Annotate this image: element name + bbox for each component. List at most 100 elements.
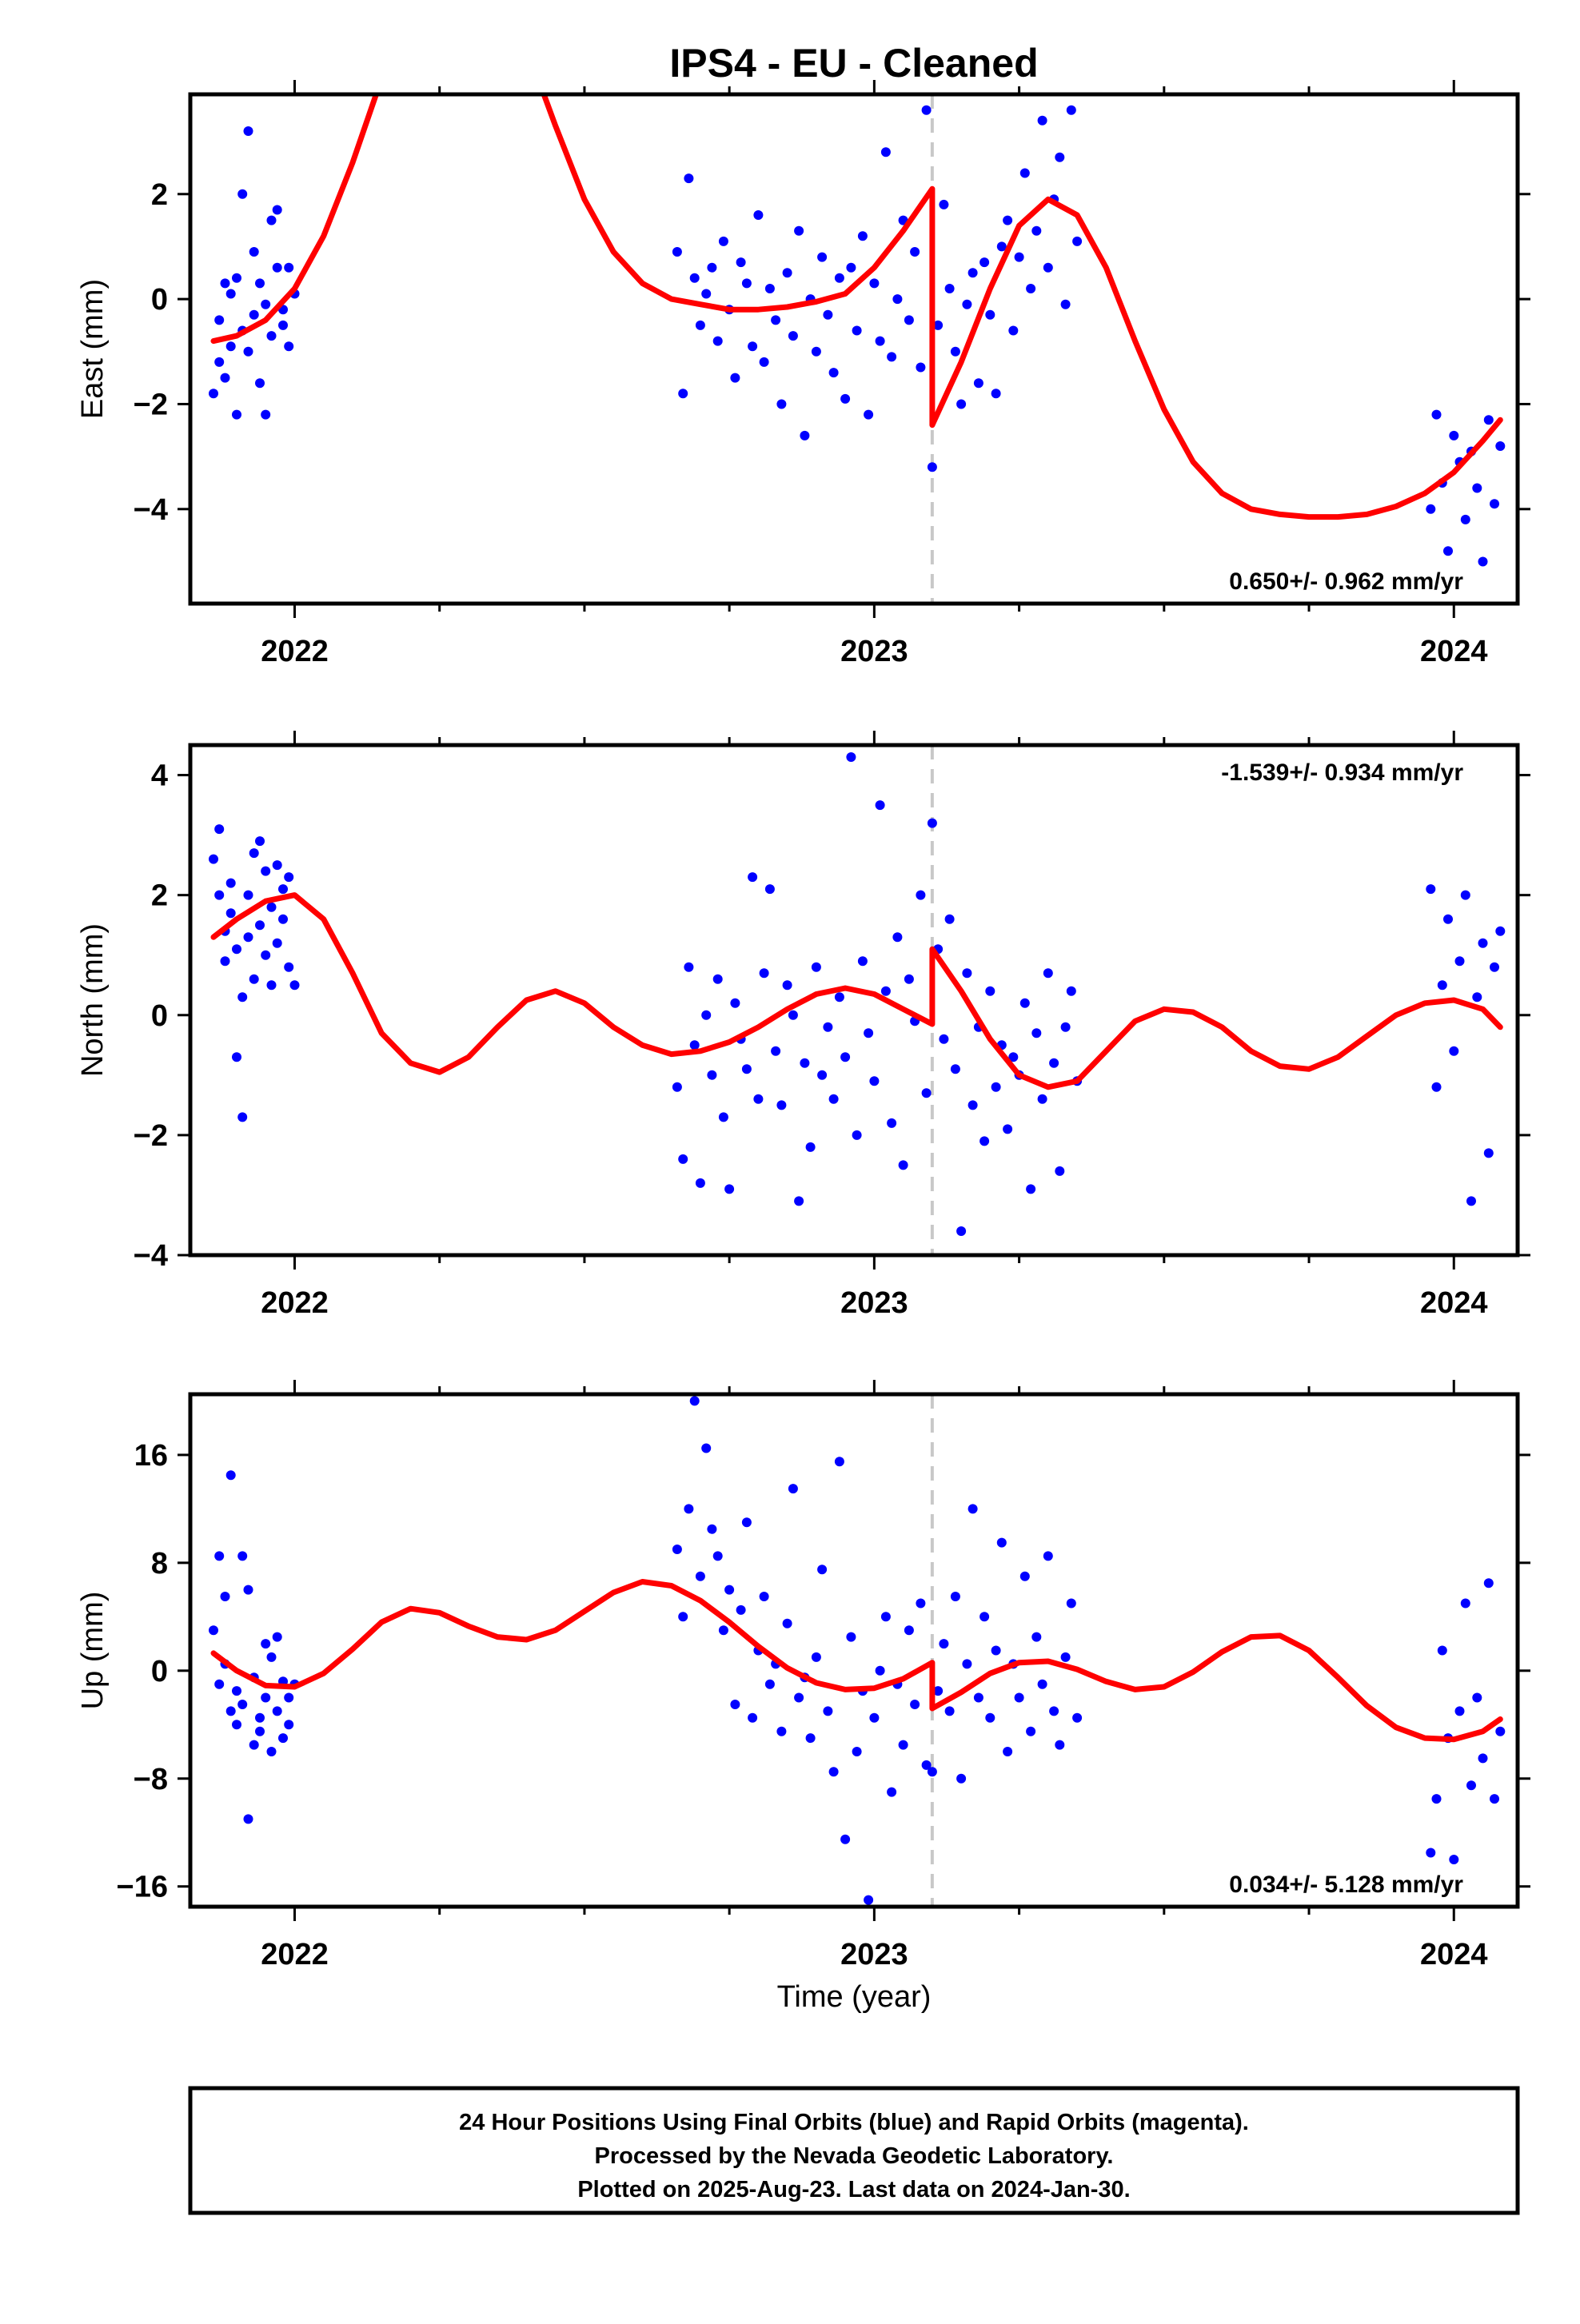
- east-data-point: [980, 257, 990, 268]
- north-data-point: [284, 872, 294, 883]
- north-data-point: [249, 974, 259, 984]
- east-plot-area: [209, 94, 1506, 567]
- north-data-point: [880, 986, 891, 996]
- up-data-point: [904, 1625, 914, 1636]
- up-data-point: [782, 1618, 792, 1628]
- up-data-point: [1060, 1652, 1071, 1662]
- north-data-point: [944, 914, 955, 924]
- up-data-point: [910, 1700, 920, 1709]
- up-y-tick-label: −8: [134, 1763, 168, 1796]
- north-data-point: [852, 1130, 862, 1140]
- up-x-tick-label: 2024: [1420, 1938, 1488, 1971]
- up-data-point: [1466, 1780, 1476, 1791]
- north-y-axis-label: North (mm): [76, 923, 110, 1077]
- east-data-point: [672, 247, 682, 257]
- east-data-point: [243, 346, 253, 357]
- up-data-point: [1431, 1794, 1442, 1804]
- east-data-point: [823, 309, 833, 320]
- north-data-point: [730, 998, 740, 1008]
- east-data-point: [695, 320, 705, 330]
- east-x-tick-label: 2024: [1420, 635, 1488, 668]
- up-data-point: [225, 1470, 236, 1481]
- up-data-point: [748, 1712, 758, 1723]
- north-data-point: [759, 968, 769, 979]
- up-data-point: [243, 1814, 253, 1824]
- north-data-point: [921, 1088, 932, 1098]
- up-data-point: [707, 1524, 717, 1534]
- north-data-point: [927, 818, 937, 828]
- up-data-point: [1055, 1740, 1065, 1750]
- caption-frame: [188, 2086, 1520, 2215]
- north-y-tick-label: −2: [134, 1119, 168, 1153]
- north-data-point: [1049, 1058, 1059, 1068]
- east-data-point: [794, 225, 804, 236]
- east-data-point: [811, 346, 821, 357]
- north-y-tick-label: 2: [151, 879, 168, 913]
- east-data-point: [864, 409, 874, 420]
- east-data-point: [220, 373, 230, 383]
- east-data-point: [764, 284, 775, 293]
- east-data-point: [904, 315, 914, 325]
- up-data-point: [1037, 1679, 1047, 1689]
- up-data-point: [1003, 1747, 1013, 1756]
- north-data-point: [823, 1022, 833, 1032]
- up-data-point: [834, 1457, 844, 1467]
- up-data-point: [939, 1639, 949, 1649]
- north-data-point: [916, 890, 926, 900]
- up-data-point: [927, 1767, 937, 1777]
- east-data-point: [782, 268, 792, 278]
- east-y-tick-label: −4: [134, 493, 168, 527]
- east-data-point: [996, 241, 1007, 252]
- up-data-point: [852, 1747, 862, 1756]
- up-data-point: [1019, 1571, 1030, 1581]
- north-data-point: [846, 752, 856, 762]
- east-data-point: [261, 409, 271, 420]
- north-x-tick-label: 2022: [261, 1286, 329, 1320]
- up-plot-area: [209, 1396, 1506, 1905]
- east-y-tick-label: 2: [151, 178, 168, 212]
- east-data-point: [684, 173, 694, 184]
- north-data-point: [225, 878, 236, 888]
- east-data-point: [261, 299, 271, 309]
- up-y-tick-label: 8: [151, 1547, 168, 1581]
- east-data-point: [255, 278, 265, 289]
- north-data-point: [956, 1226, 967, 1236]
- north-y-tick-label: −4: [134, 1239, 168, 1273]
- up-data-point: [736, 1604, 746, 1615]
- east-data-point: [272, 262, 282, 273]
- east-data-point: [225, 289, 236, 299]
- east-data-point: [1003, 215, 1013, 225]
- up-data-point: [266, 1652, 277, 1662]
- north-x-tick-label: 2023: [840, 1286, 908, 1320]
- north-data-point: [950, 1064, 960, 1074]
- north-data-point: [672, 1082, 682, 1092]
- up-data-point: [214, 1551, 225, 1561]
- up-data-point: [272, 1706, 282, 1716]
- north-data-point: [255, 920, 265, 931]
- east-data-point: [730, 373, 740, 383]
- up-data-point: [225, 1706, 236, 1716]
- north-data-point: [753, 1094, 764, 1104]
- up-y-tick-label: 0: [151, 1655, 168, 1688]
- up-data-point: [701, 1443, 712, 1453]
- north-data-point: [278, 914, 288, 924]
- east-panel: 2022 2023 2024 −4 −2 0 2 East (mm) 0.650+/- 0.96…: [76, 80, 1530, 668]
- north-data-point: [214, 824, 225, 835]
- east-data-point: [776, 399, 787, 409]
- up-data-point: [887, 1787, 897, 1797]
- up-data-point: [712, 1551, 723, 1561]
- up-data-point: [1043, 1551, 1053, 1561]
- up-data-point: [272, 1632, 282, 1642]
- up-data-point: [788, 1484, 798, 1494]
- north-data-point: [689, 1040, 700, 1050]
- up-data-point: [956, 1773, 967, 1784]
- north-data-point: [748, 872, 758, 883]
- up-data-point: [759, 1592, 769, 1601]
- north-data-point: [887, 1118, 897, 1128]
- north-data-point: [684, 962, 694, 972]
- north-data-point: [939, 1034, 949, 1044]
- up-x-tick-label: 2023: [840, 1938, 908, 1971]
- east-data-point: [962, 299, 972, 309]
- north-data-point: [800, 1058, 810, 1068]
- north-x-tick-label: 2024: [1420, 1286, 1488, 1320]
